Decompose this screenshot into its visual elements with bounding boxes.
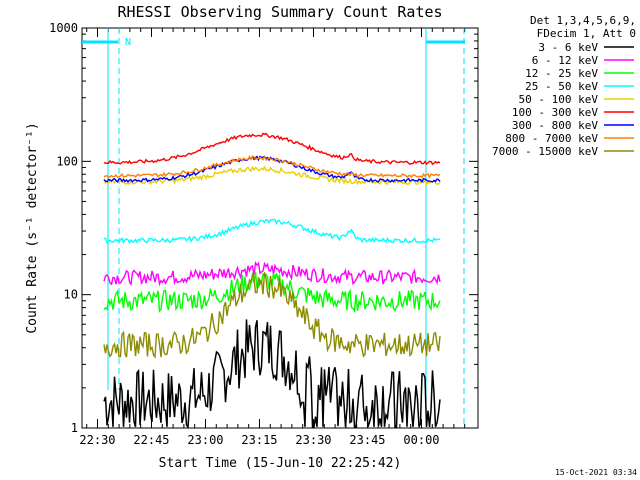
x-tick-label: 23:45 <box>349 433 385 447</box>
legend-entry-label: 3 - 6 keV <box>538 41 598 54</box>
x-tick-label: 00:00 <box>403 433 439 447</box>
series-line-6 <box>103 132 441 166</box>
legend-entry-label: 50 - 100 keV <box>519 93 599 106</box>
y-tick-label: 1000 <box>49 21 78 35</box>
series-line-1 <box>103 319 441 429</box>
footer-timestamp: 15-Oct-2021 03:34 <box>555 468 637 477</box>
x-tick-label: 23:00 <box>187 433 223 447</box>
x-tick-label: 23:15 <box>241 433 277 447</box>
legend-header-line: Det 1,3,4,5,6,9, <box>530 14 636 27</box>
legend: Det 1,3,4,5,6,9,FDecim 1, Att 03 - 6 keV… <box>492 14 636 158</box>
legend-entry-label: 7000 - 15000 keV <box>492 145 598 158</box>
x-axis-label: Start Time (15-Jun-10 22:25:42) <box>159 456 402 471</box>
legend-entry-label: 12 - 25 keV <box>525 67 598 80</box>
series-line-8 <box>103 154 441 179</box>
legend-entry-label: 300 - 800 keV <box>512 119 598 132</box>
y-tick-label: 100 <box>56 154 78 168</box>
y-tick-label: 10 <box>64 288 78 302</box>
legend-entry-label: 6 - 12 keV <box>532 54 599 67</box>
legend-entry-label: 100 - 300 keV <box>512 106 598 119</box>
night-band: N <box>82 28 465 428</box>
legend-entry-label: 800 - 7000 keV <box>505 132 598 145</box>
y-tick-label: 1 <box>71 421 78 435</box>
series-group <box>103 132 441 429</box>
plot-frame <box>81 27 479 429</box>
y-axis-label: Count Rate (s⁻¹ detector⁻¹) <box>25 122 40 333</box>
x-tick-label: 23:30 <box>295 433 331 447</box>
legend-entry-label: 25 - 50 keV <box>525 80 598 93</box>
series-line-4 <box>103 218 441 245</box>
legend-header-line: FDecim 1, Att 0 <box>537 27 636 40</box>
plot-border <box>81 27 479 429</box>
chart-title: RHESSI Observing Summary Count Rates <box>117 3 442 21</box>
series-line-2 <box>103 260 441 287</box>
series-line-5 <box>103 165 441 186</box>
x-tick-label: 22:45 <box>133 433 169 447</box>
night-marker: N <box>125 37 131 48</box>
x-tick-label: 22:30 <box>79 433 115 447</box>
axis-ticks: 1 10 100 1000 22:30 22:45 23:00 23:15 23:30 23:45… <box>49 21 478 447</box>
series-line-9 <box>103 272 441 359</box>
